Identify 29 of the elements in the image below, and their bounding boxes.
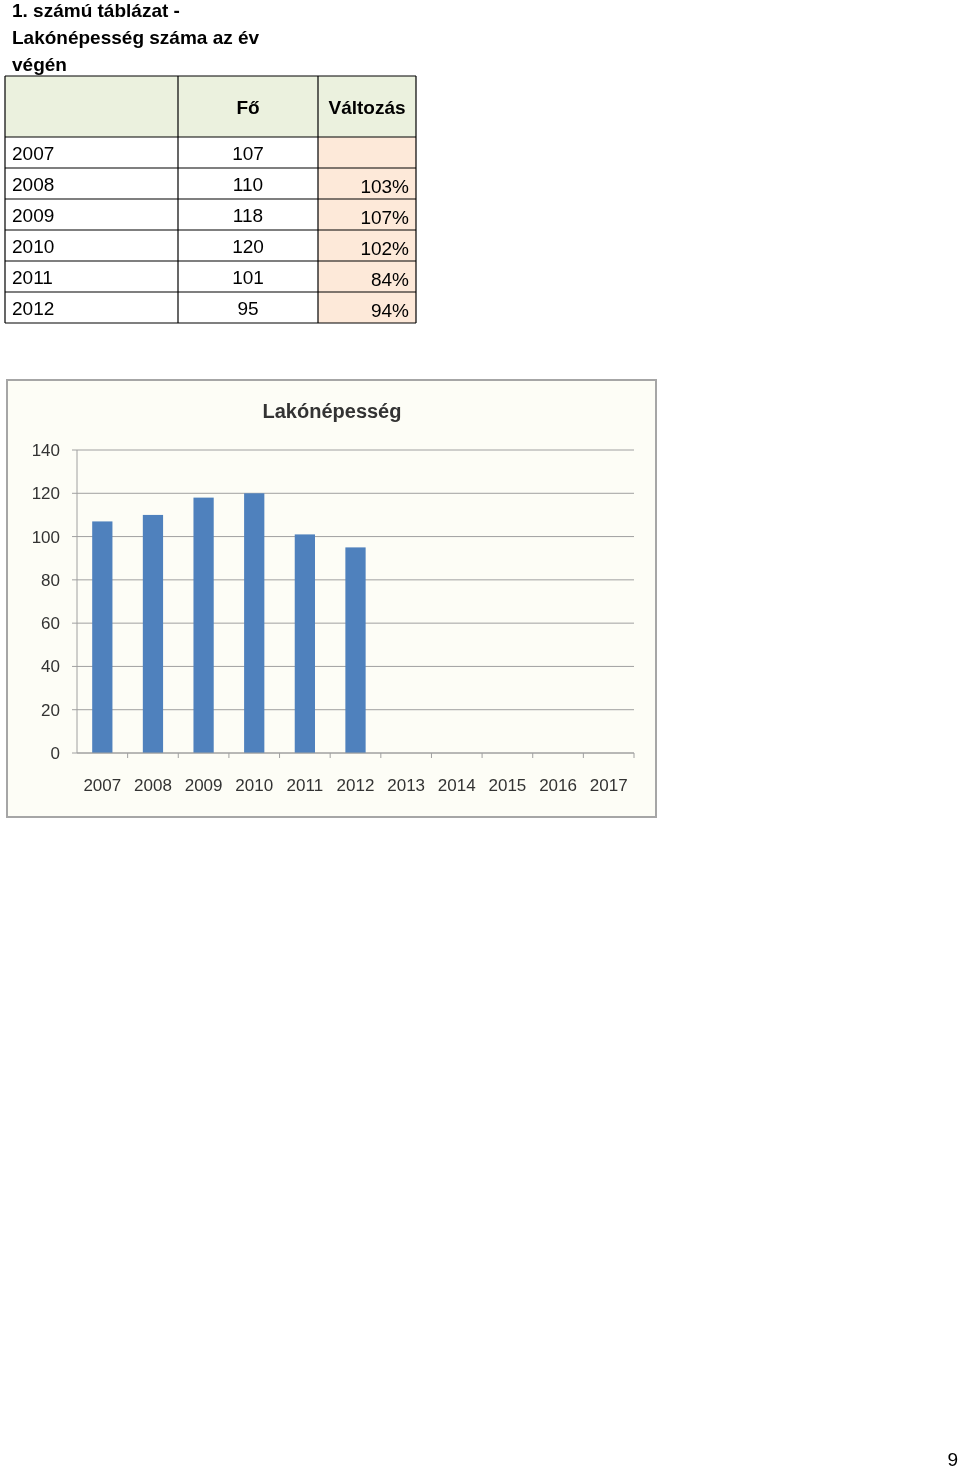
y-tick-label: 0 bbox=[50, 744, 60, 763]
text: 9 bbox=[947, 1449, 958, 1468]
y-tick-label: 60 bbox=[41, 614, 60, 634]
bar bbox=[244, 493, 265, 753]
y-tick-label: 40 bbox=[41, 657, 60, 677]
x-tick-label: 2017 bbox=[589, 776, 628, 795]
bar bbox=[92, 521, 113, 753]
bar bbox=[345, 547, 366, 753]
x-tick-label: 2009 bbox=[184, 776, 223, 795]
x-tick-label: 2015 bbox=[488, 776, 527, 795]
x-tick-label: 2010 bbox=[235, 776, 274, 795]
y-tick-label: 140 bbox=[31, 441, 60, 460]
x-tick-label: 2014 bbox=[437, 776, 476, 795]
bar bbox=[294, 534, 315, 753]
x-tick-label: 2011 bbox=[286, 776, 324, 795]
y-tick-label: 20 bbox=[41, 700, 60, 720]
y-tick-label: 80 bbox=[41, 570, 60, 590]
table: Fő Változás 2007 107 2008 110 103% 2009 118 107% 2010 120 102% 2011 101 84% 2012 95 94% bbox=[4, 75, 417, 324]
x-tick-label: 2007 bbox=[83, 776, 122, 795]
x-tick-label: 2008 bbox=[134, 776, 172, 795]
bar bbox=[193, 497, 214, 753]
x-tick-label: 2016 bbox=[539, 776, 577, 795]
x-tick-label: 2013 bbox=[387, 776, 426, 795]
x-tick-label: 2012 bbox=[336, 776, 375, 795]
y-tick-label: 120 bbox=[31, 484, 60, 504]
chart-title: Lakónépesség bbox=[262, 400, 402, 422]
text: 1. számú táblázat - Lakónépesség száma az év végén bbox=[12, 0, 260, 75]
y-tick-label: 100 bbox=[31, 527, 60, 547]
bar bbox=[142, 514, 164, 753]
